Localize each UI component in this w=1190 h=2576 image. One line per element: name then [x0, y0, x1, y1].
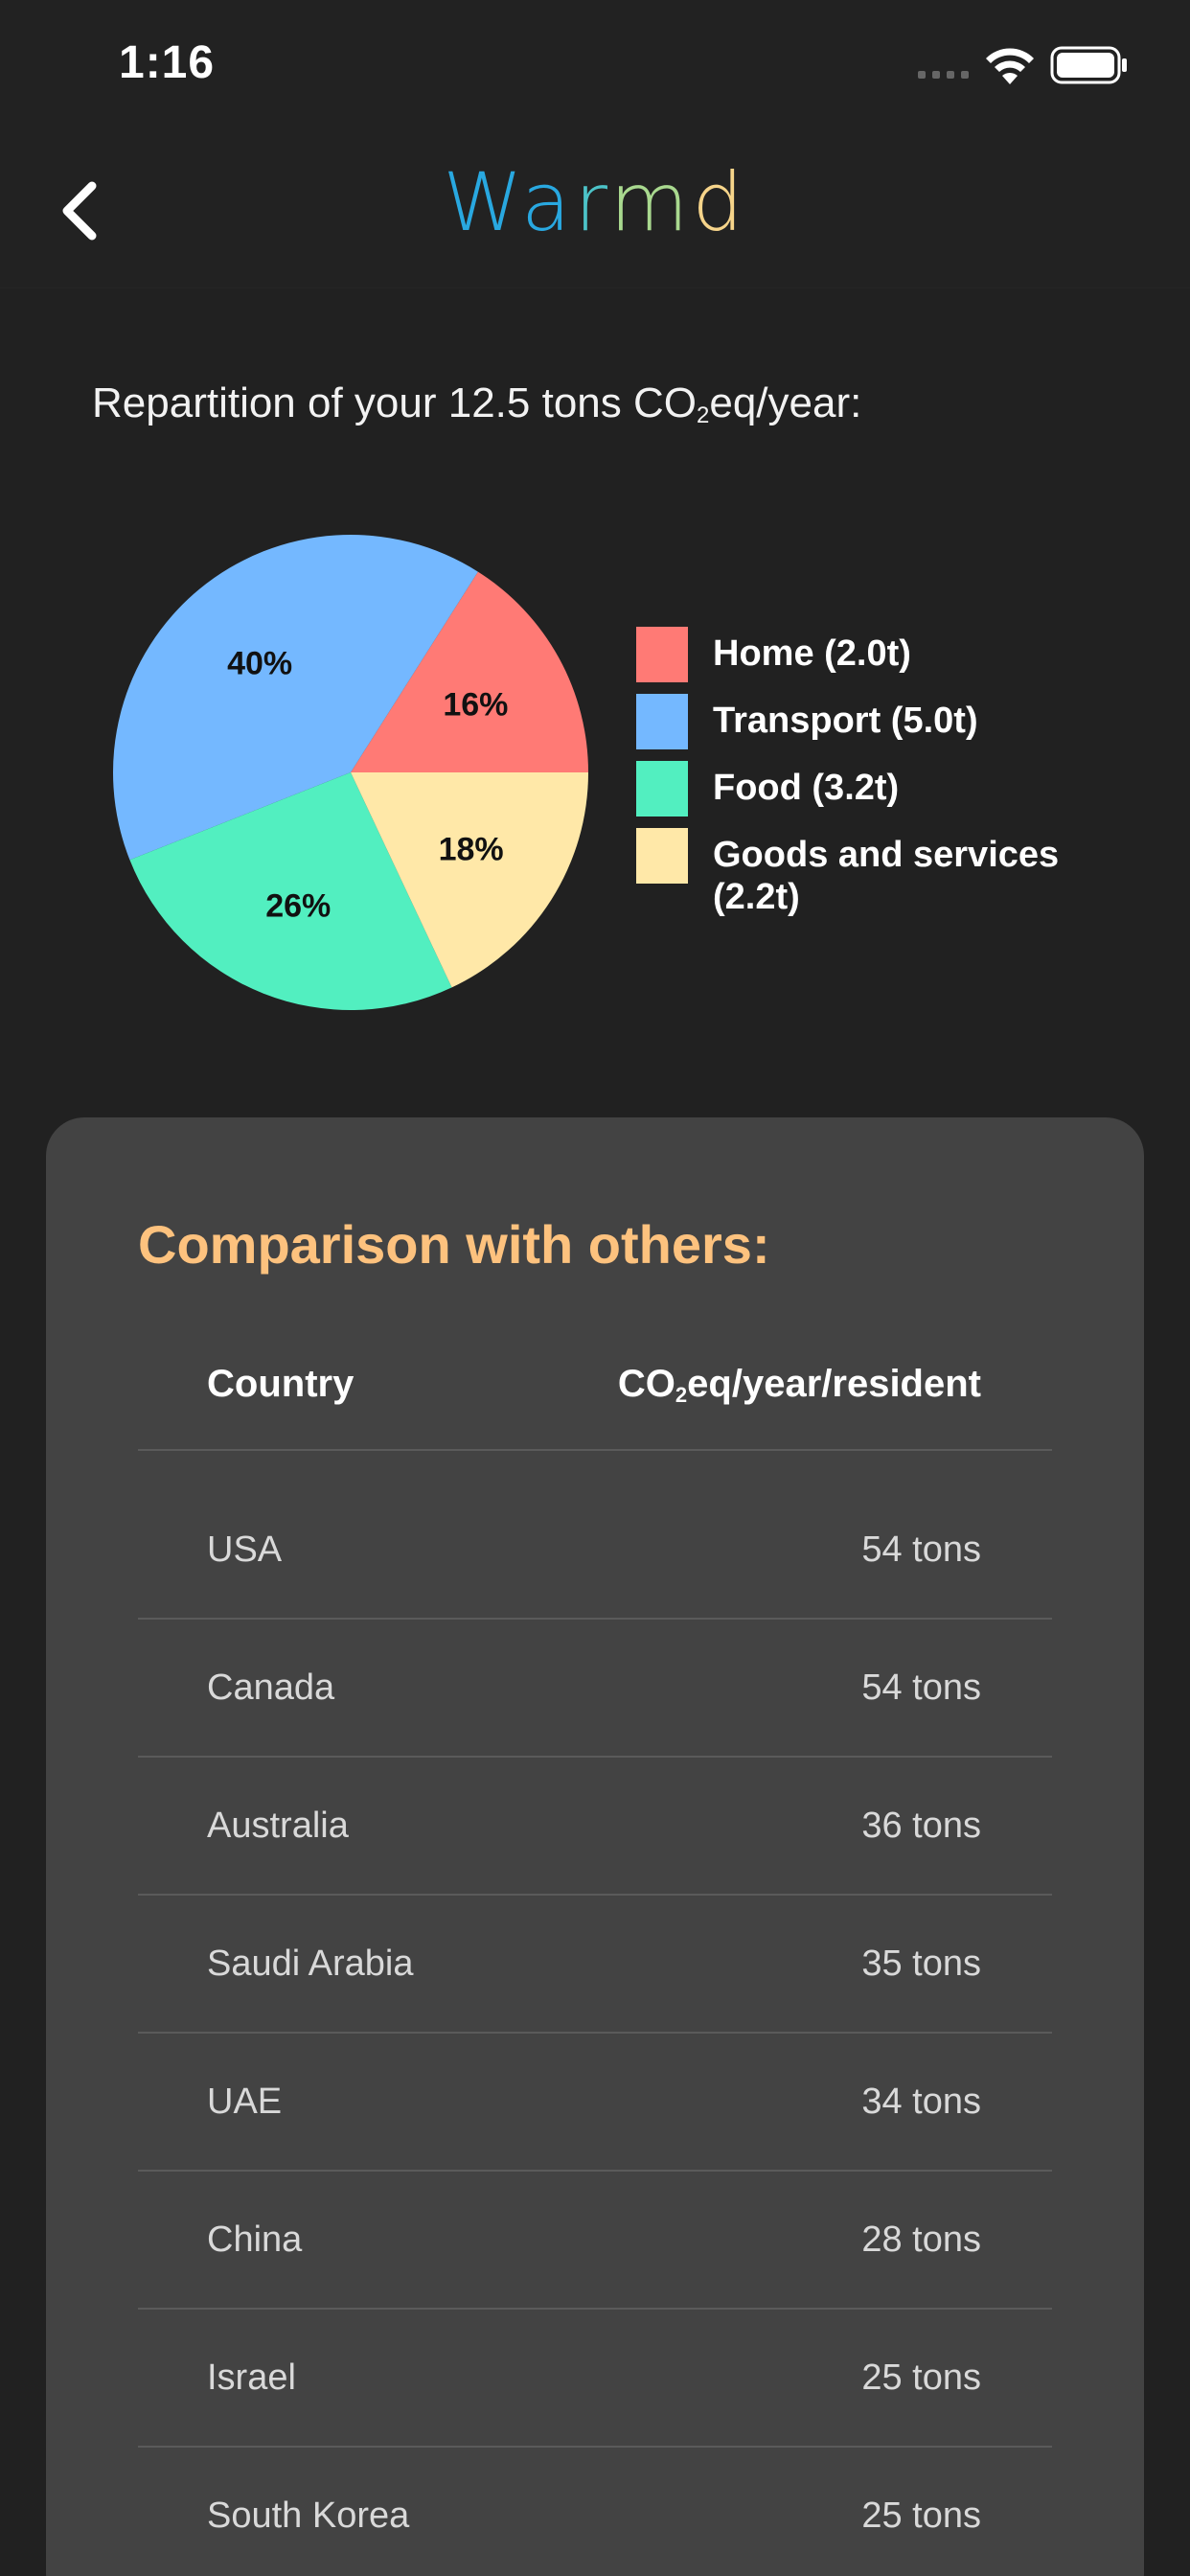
legend-item: Transport (5.0t) — [636, 694, 1096, 749]
emission-cell: 35 tons — [861, 1944, 981, 1984]
repartition-title-prefix: Repartition of your 12.5 tons CO — [92, 380, 697, 426]
repartition-title: Repartition of your 12.5 tons CO2eq/year… — [92, 380, 861, 429]
cellular-signal-icon — [918, 71, 969, 79]
repartition-title-subscript: 2 — [697, 402, 710, 428]
pie-slice — [129, 772, 452, 1010]
emission-cell: 34 tons — [861, 2082, 981, 2122]
table-row: UAE 34 tons — [138, 2034, 1052, 2172]
country-cell: Canada — [207, 1668, 335, 1708]
legend-swatch — [636, 761, 688, 816]
repartition-title-suffix: eq/year: — [709, 380, 862, 426]
battery-icon — [1050, 46, 1127, 84]
pie-legend: Home (2.0t) Transport (5.0t) Food (3.2t) Go… — [636, 627, 1096, 930]
table-row: USA 54 tons — [138, 1482, 1052, 1620]
pie-slice — [351, 571, 588, 772]
pie-slice-label: 18% — [439, 832, 504, 868]
table-header: Country CO2eq/year/resident — [138, 1363, 1052, 1451]
emission-cell: 25 tons — [861, 2496, 981, 2536]
legend-label: Transport (5.0t) — [713, 701, 978, 741]
app-logo-letter: r — [574, 155, 610, 249]
app-logo-letter: a — [520, 155, 575, 249]
chevron-left-icon — [62, 181, 97, 241]
app-logo-letter: W — [443, 155, 521, 249]
status-bar: 1:16 — [0, 0, 1190, 134]
pie-slice-label: 26% — [265, 887, 331, 924]
pie-slice — [113, 535, 478, 861]
app-logo: Warmd — [0, 155, 1190, 249]
column-header-co2-suffix: eq/year/resident — [687, 1363, 981, 1405]
app-logo-letter: m — [609, 155, 693, 249]
status-time: 1:16 — [119, 37, 216, 88]
country-cell: Australia — [207, 1806, 349, 1846]
legend-label: Home (2.0t) — [713, 633, 911, 674]
country-cell: Israel — [207, 2358, 296, 2398]
table-row: Canada 54 tons — [138, 1620, 1052, 1758]
country-cell: USA — [207, 1530, 283, 1570]
back-button[interactable] — [54, 172, 111, 249]
column-header-co2-prefix: CO — [617, 1363, 675, 1405]
table-row: South Korea 25 tons — [138, 2448, 1052, 2576]
legend-swatch — [636, 828, 688, 884]
country-cell: South Korea — [207, 2496, 410, 2536]
app-logo-letter: d — [692, 155, 747, 249]
emission-cell: 54 tons — [861, 1530, 981, 1570]
legend-label: Goods and services (2.2t) — [713, 835, 1060, 917]
pie-slice-label: 16% — [443, 686, 508, 723]
pie-slice-label: 40% — [227, 645, 292, 681]
country-cell: UAE — [207, 2082, 283, 2122]
legend-swatch — [636, 627, 688, 682]
legend-label: Food (3.2t) — [713, 768, 900, 808]
column-header-co2: CO2eq/year/resident — [618, 1363, 981, 1408]
comparison-card: Comparison with others: Country CO2eq/ye… — [46, 1117, 1144, 2576]
legend-swatch — [636, 694, 688, 749]
column-header-country: Country — [207, 1363, 355, 1405]
emission-cell: 25 tons — [861, 2358, 981, 2398]
country-cell: China — [207, 2220, 303, 2260]
navigation-bar: Warmd — [0, 134, 1190, 288]
emission-cell: 54 tons — [861, 1668, 981, 1708]
legend-item: Goods and services (2.2t) — [636, 828, 1096, 918]
comparison-table-body: USA 54 tons Canada 54 tons Australia 36 tons S… — [138, 1482, 1052, 2576]
wifi-icon — [986, 48, 1034, 84]
legend-item: Food (3.2t) — [636, 761, 1096, 816]
emission-cell: 28 tons — [861, 2220, 981, 2260]
country-cell: Saudi Arabia — [207, 1944, 414, 1984]
pie-chart: 16% 40% 26% 18% — [113, 535, 588, 1010]
pie-slice — [351, 772, 588, 988]
table-row: Saudi Arabia 35 tons — [138, 1896, 1052, 2034]
legend-item: Home (2.0t) — [636, 627, 1096, 682]
table-row: China 28 tons — [138, 2172, 1052, 2310]
table-row: Australia 36 tons — [138, 1758, 1052, 1896]
emission-cell: 36 tons — [861, 1806, 981, 1846]
comparison-title: Comparison with others: — [138, 1214, 770, 1275]
table-row: Israel 25 tons — [138, 2310, 1052, 2448]
column-header-co2-subscript: 2 — [675, 1383, 688, 1407]
